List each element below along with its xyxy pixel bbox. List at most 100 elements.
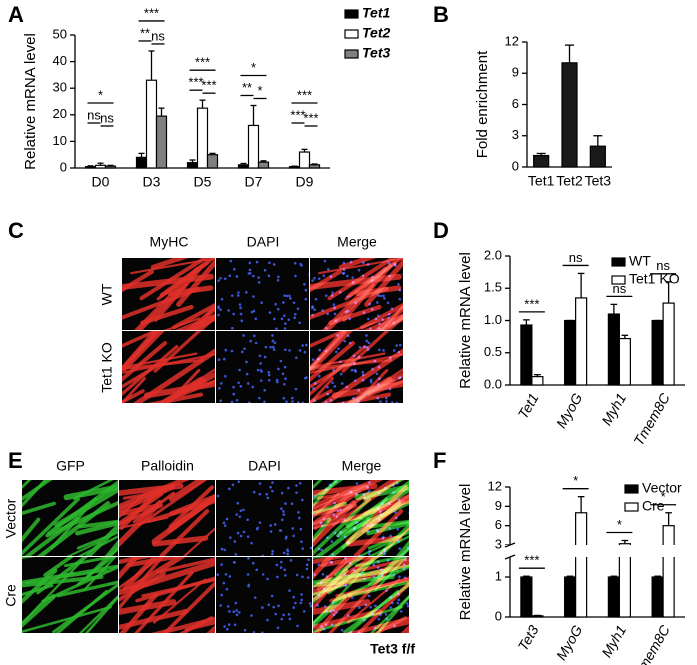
micrograph-content: [119, 557, 215, 633]
nucleus: [381, 318, 385, 321]
nucleus: [379, 510, 382, 513]
micrograph-content: [216, 480, 312, 556]
nucleus: [322, 628, 326, 631]
fiber: [313, 594, 347, 628]
nucleus: [222, 357, 226, 361]
nucleus: [219, 308, 222, 312]
nucleus: [239, 385, 243, 388]
fiber: [119, 592, 159, 633]
nucleus: [313, 494, 317, 498]
nucleus: [324, 487, 328, 491]
nucleus: [357, 388, 360, 392]
row-label: Cre: [3, 584, 19, 607]
nucleus: [319, 521, 323, 525]
nucleus: [323, 259, 327, 263]
nucleus: [333, 306, 336, 310]
bar: [651, 576, 664, 618]
nucleus: [232, 392, 236, 396]
nucleus: [216, 494, 220, 498]
nucleus: [248, 261, 252, 265]
sig-label: *: [661, 489, 666, 504]
nucleus: [288, 589, 291, 592]
nucleus: [270, 594, 274, 598]
fiber: [151, 493, 215, 545]
bar: [618, 337, 631, 386]
bar: [607, 576, 620, 618]
nucleus: [303, 350, 307, 354]
nucleus: [219, 399, 222, 403]
fiber: [345, 493, 409, 545]
sig-label: **: [140, 25, 150, 40]
nucleus: [403, 576, 407, 579]
nucleus: [269, 345, 272, 349]
fiber: [152, 535, 209, 547]
nucleus: [329, 610, 333, 613]
nucleus: [317, 563, 320, 566]
column-header: Palloidin: [141, 458, 194, 474]
nucleus: [281, 518, 284, 522]
nucleus: [237, 480, 241, 484]
y-tick-label: 2.0: [484, 247, 502, 262]
nucleus: [371, 275, 374, 279]
nucleus: [321, 309, 324, 312]
nucleus: [284, 348, 287, 352]
nucleus: [294, 601, 297, 605]
nucleus: [271, 481, 274, 484]
sig-label: ns: [151, 28, 165, 43]
bar: [575, 297, 588, 386]
nucleus: [230, 294, 234, 297]
legend-swatch: [344, 29, 359, 39]
y-tick-label: 1.5: [484, 280, 502, 295]
nucleus: [342, 261, 346, 265]
nucleus: [373, 575, 376, 579]
fiber: [368, 519, 409, 529]
nucleus: [233, 268, 236, 271]
nucleus: [339, 508, 342, 512]
nucleus: [320, 625, 323, 628]
fiber: [329, 576, 409, 603]
nucleus: [250, 614, 253, 617]
nucleus: [312, 387, 315, 390]
nucleus: [377, 491, 381, 495]
nucleus: [349, 490, 353, 494]
fiber: [156, 557, 215, 574]
nucleus: [340, 382, 344, 385]
nucleus: [378, 322, 381, 325]
fiber: [313, 499, 357, 548]
nucleus: [255, 260, 259, 264]
fiber: [168, 480, 205, 502]
nucleus: [383, 548, 386, 551]
micrograph: [216, 557, 312, 633]
nucleus: [220, 563, 223, 566]
nucleus: [224, 572, 228, 576]
fiber: [75, 520, 118, 536]
fiber: [119, 492, 146, 519]
nucleus: [301, 344, 304, 347]
nucleus: [276, 278, 280, 282]
nucleus: [305, 563, 309, 567]
bar: [94, 164, 107, 169]
nucleus: [367, 594, 371, 598]
x-tick-label: Tmem8C: [630, 622, 673, 665]
nucleus: [300, 264, 303, 267]
fiber: [22, 480, 53, 502]
y-tick-label: 0: [512, 158, 519, 173]
nucleus: [264, 345, 268, 349]
nucleus: [224, 348, 228, 352]
nucleus: [278, 529, 282, 532]
fiber: [346, 535, 403, 547]
nucleus: [334, 611, 338, 614]
legend-swatch: [344, 49, 359, 59]
fiber: [315, 516, 371, 556]
nucleus: [362, 492, 366, 496]
nucleus: [379, 613, 382, 617]
nucleus: [395, 344, 398, 347]
micrograph-content: [122, 331, 215, 403]
nucleus: [332, 368, 335, 372]
nucleus: [285, 400, 288, 403]
fiber: [122, 286, 201, 320]
nucleus: [276, 307, 280, 311]
nucleus: [274, 302, 277, 306]
nucleus: [364, 603, 368, 607]
nucleus: [397, 540, 400, 543]
